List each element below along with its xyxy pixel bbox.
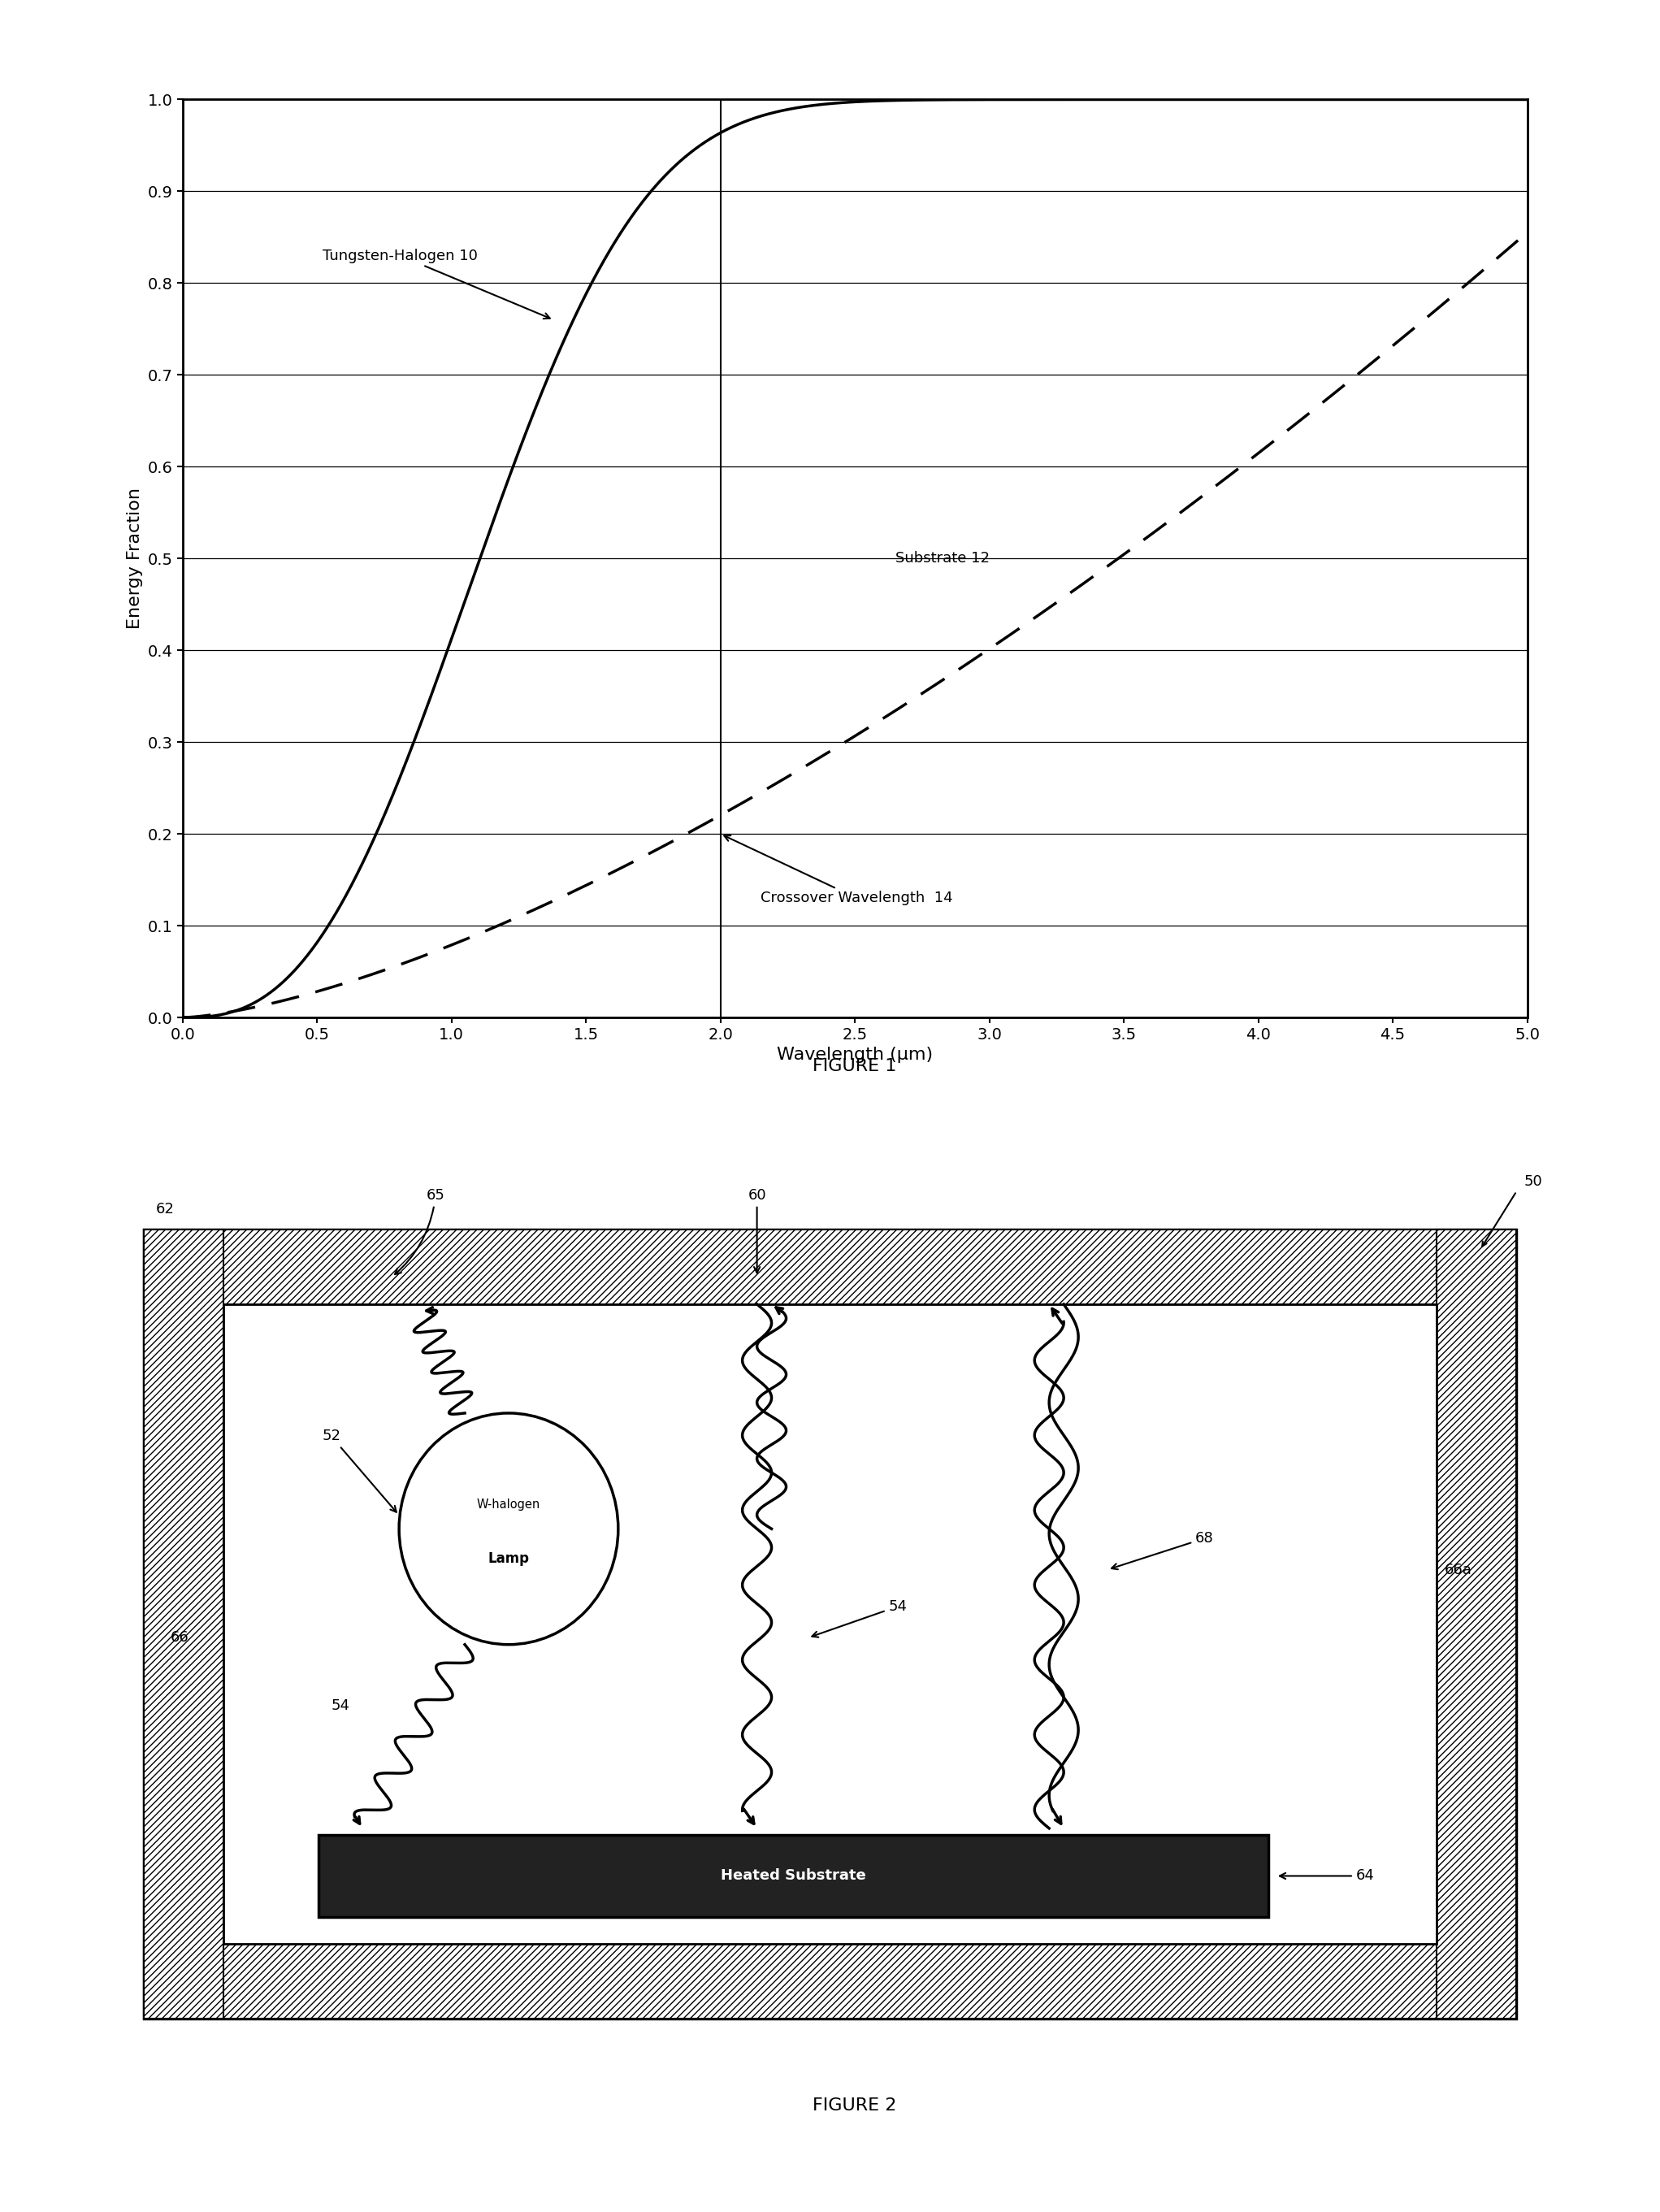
Bar [143, 1230, 1517, 1305]
Bar [143, 1944, 1517, 2020]
X-axis label: Wavelength (μm): Wavelength (μm) [777, 1046, 933, 1064]
Bar [143, 1230, 1517, 2020]
Text: Heated Substrate: Heated Substrate [720, 1869, 867, 1882]
Bar [1436, 1230, 1517, 2020]
Text: 60: 60 [747, 1188, 767, 1272]
Text: W-halogen: W-halogen [476, 1498, 541, 1511]
Text: FIGURE 2: FIGURE 2 [813, 2097, 896, 2115]
Text: 54: 54 [332, 1699, 350, 1712]
Text: Lamp: Lamp [488, 1551, 530, 1566]
Y-axis label: Energy Fraction: Energy Fraction [128, 489, 143, 628]
Ellipse shape [398, 1413, 618, 1644]
Text: Tungsten-Halogen 10: Tungsten-Halogen 10 [322, 248, 549, 319]
Text: Crossover Wavelength  14: Crossover Wavelength 14 [724, 836, 953, 905]
Text: 68: 68 [1112, 1531, 1213, 1568]
Text: FIGURE 1: FIGURE 1 [813, 1057, 896, 1075]
Bar [143, 1230, 224, 2020]
Text: 52: 52 [322, 1429, 397, 1513]
Text: 64: 64 [1280, 1869, 1374, 1882]
Bar [224, 1305, 1436, 1944]
Text: 50: 50 [1524, 1175, 1542, 1190]
Text: 66: 66 [171, 1630, 189, 1646]
Text: 62: 62 [156, 1201, 174, 1217]
Bar [319, 1836, 1268, 1918]
Text: 66a: 66a [1444, 1562, 1472, 1577]
Text: 65: 65 [395, 1188, 445, 1274]
Text: Substrate 12: Substrate 12 [895, 551, 989, 566]
Text: 54: 54 [812, 1599, 906, 1637]
